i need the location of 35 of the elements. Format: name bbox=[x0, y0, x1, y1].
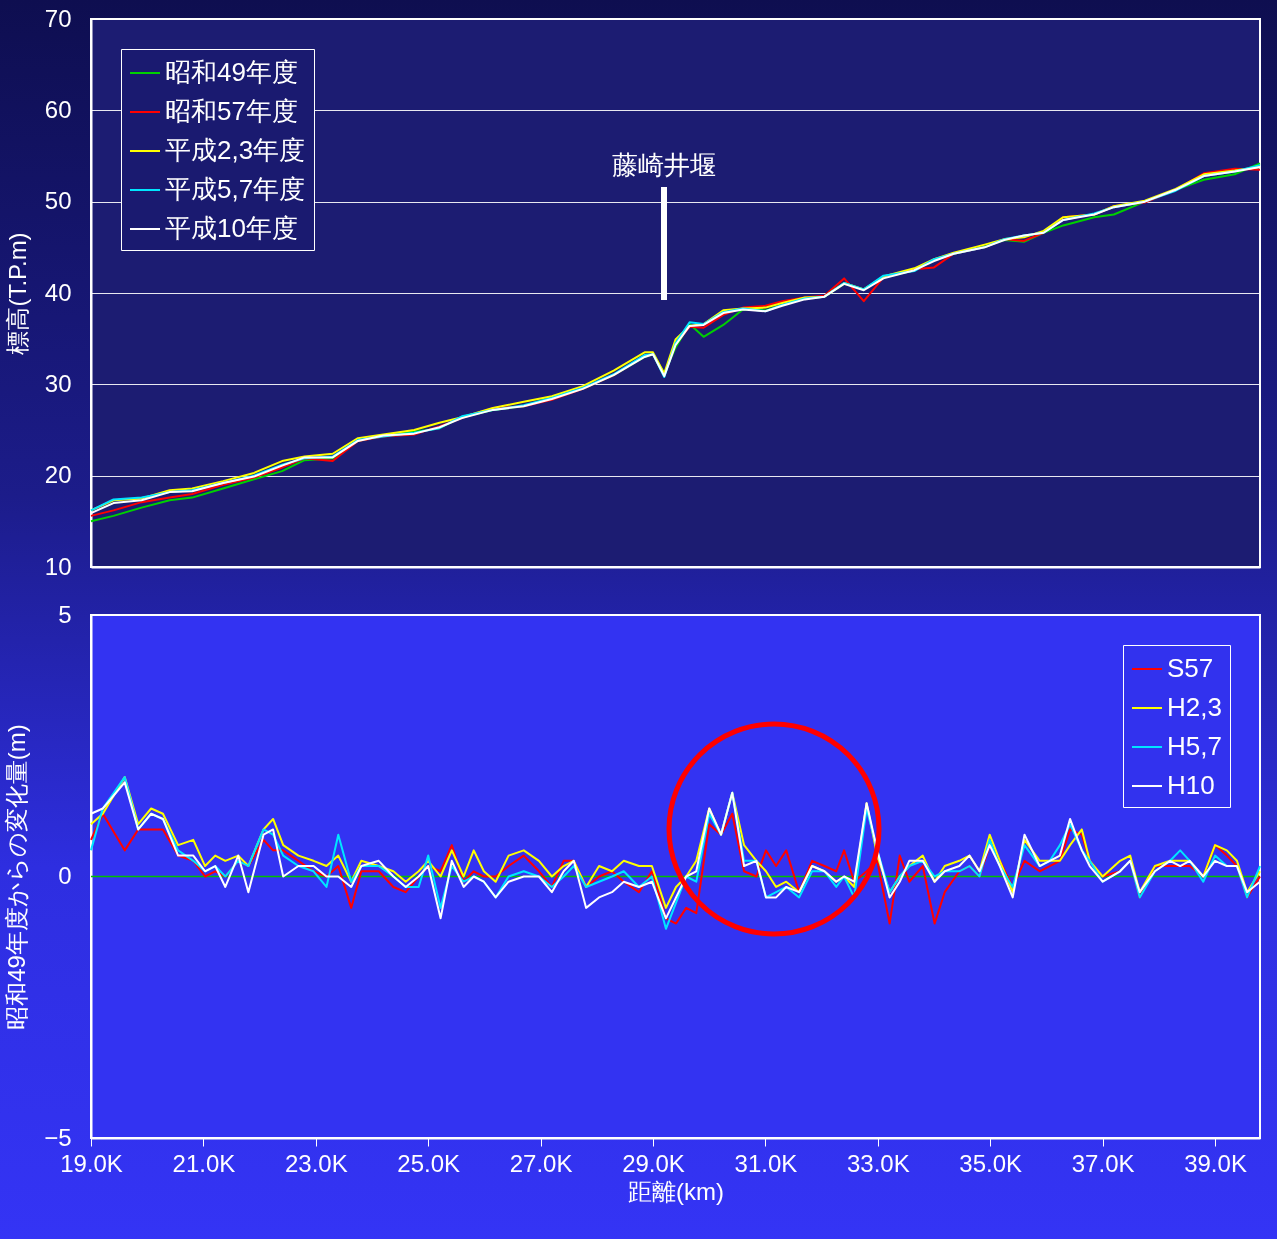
y-tick-label: 60 bbox=[44, 95, 72, 123]
legend-label: 平成5,7年度 bbox=[165, 174, 306, 204]
legend-label: 昭和57年度 bbox=[165, 96, 298, 126]
x-tick-label: 27.0K bbox=[509, 1149, 573, 1177]
legend-label: 昭和49年度 bbox=[165, 57, 298, 87]
y-tick-label: 40 bbox=[44, 278, 72, 306]
annotation: 藤崎井堰 bbox=[612, 150, 716, 180]
y-tick-label: 10 bbox=[44, 552, 72, 580]
y-tick-label: 20 bbox=[44, 461, 72, 489]
x-tick-label: 33.0K bbox=[846, 1149, 910, 1177]
x-tick-label: 39.0K bbox=[1184, 1149, 1247, 1177]
y-tick-label: 30 bbox=[44, 369, 72, 397]
x-tick-label: 23.0K bbox=[284, 1149, 348, 1177]
x-tick-label: 21.0K bbox=[172, 1149, 236, 1177]
y-tick-label: 0 bbox=[58, 862, 72, 889]
line-series bbox=[90, 812, 1261, 925]
y-tick-label: 50 bbox=[44, 187, 72, 215]
legend-label: H10 bbox=[1167, 770, 1215, 800]
y-tick-label: −5 bbox=[44, 1123, 72, 1151]
x-tick-label: 29.0K bbox=[622, 1149, 685, 1177]
y-axis-title: 昭和49年度からの変化量(m) bbox=[3, 724, 31, 1030]
x-tick-label: 19.0K bbox=[60, 1149, 123, 1177]
y-tick-label: 70 bbox=[44, 4, 72, 32]
legend-label: 平成2,3年度 bbox=[165, 135, 306, 165]
x-tick-label: 31.0K bbox=[734, 1149, 798, 1177]
legend-label: H2,3 bbox=[1167, 692, 1222, 722]
x-tick-label: 25.0K bbox=[397, 1149, 461, 1177]
legend-label: H5,7 bbox=[1167, 731, 1222, 761]
x-tick-label: 35.0K bbox=[959, 1149, 1023, 1177]
y-tick-label: 5 bbox=[58, 600, 72, 628]
legend-label: 平成10年度 bbox=[165, 213, 298, 243]
x-tick-label: 37.0K bbox=[1071, 1149, 1135, 1177]
x-axis-title: 距離(km) bbox=[628, 1177, 724, 1205]
y-axis-title: 標高(T.P.m) bbox=[3, 232, 31, 355]
legend-label: S57 bbox=[1167, 653, 1214, 683]
